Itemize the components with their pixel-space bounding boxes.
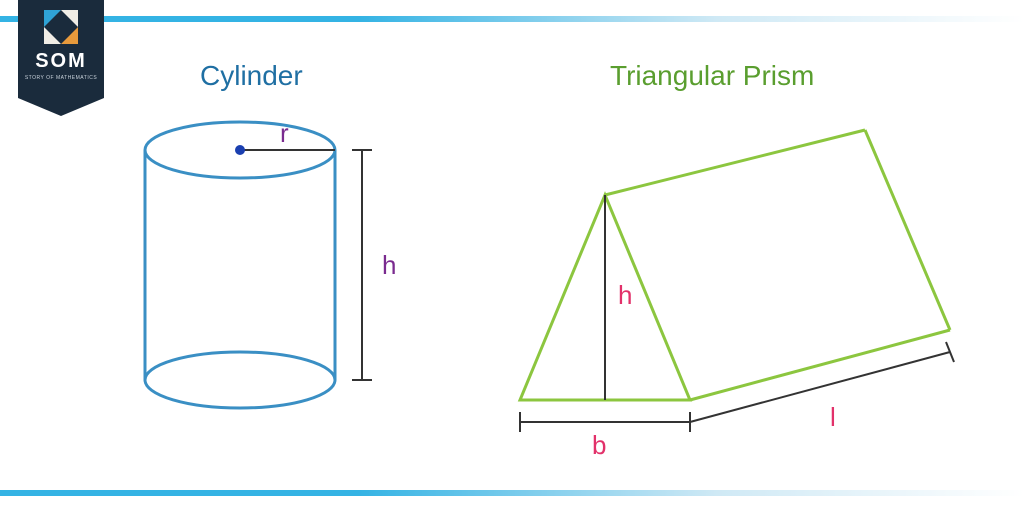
cylinder-r-label: r — [280, 118, 289, 149]
diagram-area: Cylinder r h Triangular Prism — [0, 40, 1024, 482]
top-accent-bar — [0, 16, 1024, 22]
prism-l-label: l — [830, 402, 836, 433]
cylinder-title: Cylinder — [200, 60, 303, 92]
brand-name: SOM — [18, 50, 104, 73]
prism-title: Triangular Prism — [610, 60, 814, 92]
brand-badge: SOM STORY OF MATHEMATICS — [18, 0, 104, 98]
brand-tagline: STORY OF MATHEMATICS — [18, 75, 104, 81]
bottom-accent-bar — [0, 490, 1024, 496]
cylinder-shape — [130, 110, 390, 440]
brand-icon — [44, 10, 78, 44]
cylinder-h-label: h — [382, 250, 396, 281]
prism-b-label: b — [592, 430, 606, 461]
prism-shape — [480, 100, 1000, 460]
prism-h-label: h — [618, 280, 632, 311]
